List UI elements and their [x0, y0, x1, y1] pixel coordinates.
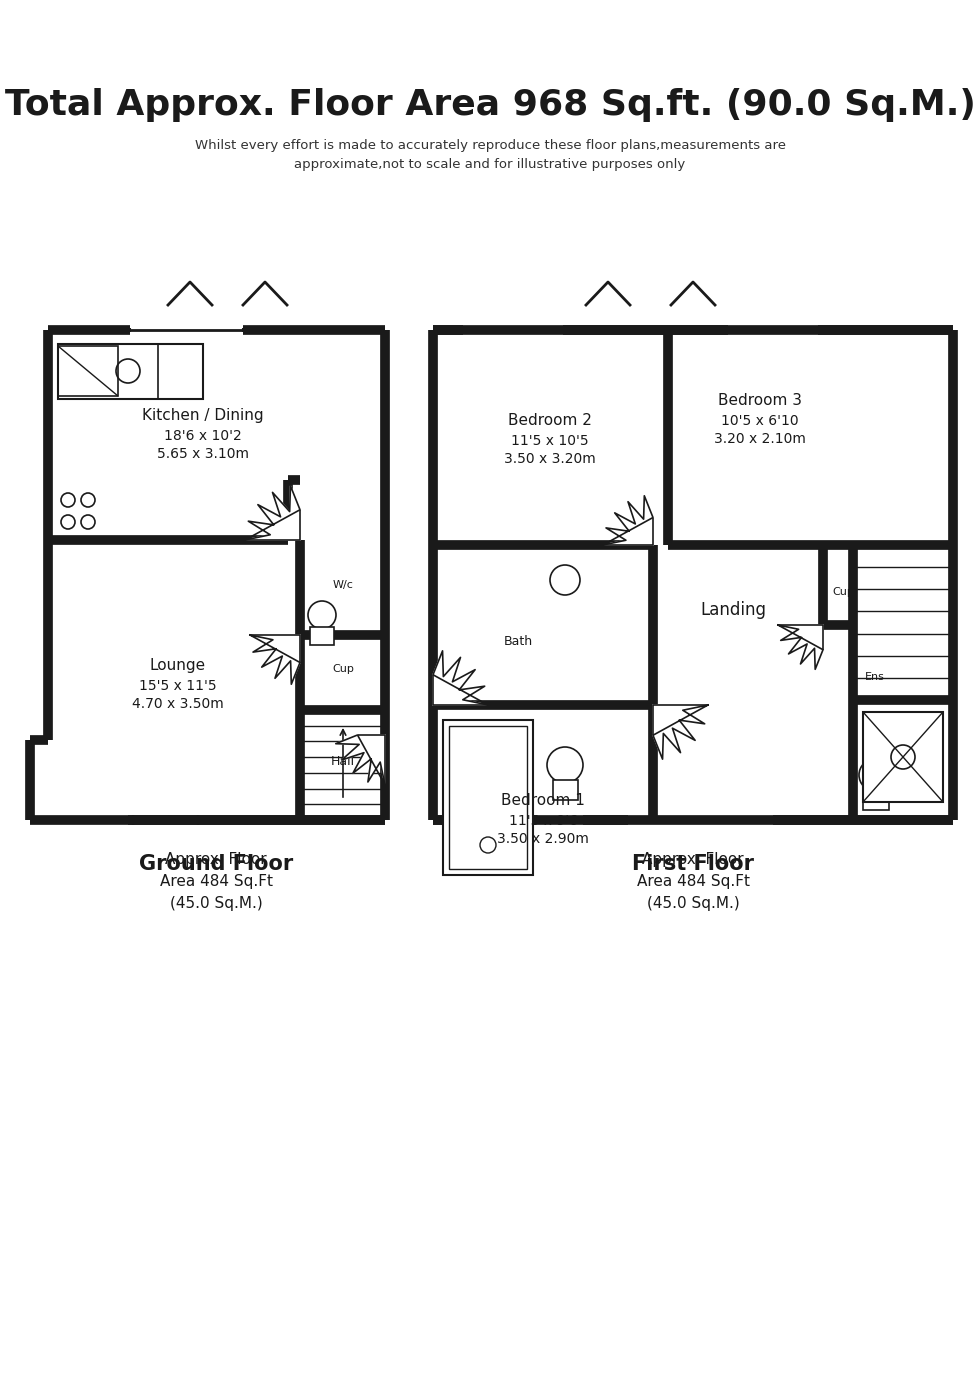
Text: Approx. Floor
Area 484 Sq.Ft
(45.0 Sq.M.): Approx. Floor Area 484 Sq.Ft (45.0 Sq.M.…	[160, 851, 272, 911]
Text: 4.70 x 3.50m: 4.70 x 3.50m	[132, 697, 223, 711]
Text: 3.50 x 3.20m: 3.50 x 3.20m	[504, 452, 596, 466]
Polygon shape	[603, 496, 653, 545]
Bar	[310, 626, 334, 644]
Text: Landing: Landing	[700, 602, 766, 620]
Text: Whilst every effort is made to accurately reproduce these floor plans,measuremen: Whilst every effort is made to accuratel…	[194, 139, 786, 170]
Text: Hall: Hall	[331, 755, 355, 768]
Text: 3.20 x 2.10m: 3.20 x 2.10m	[714, 432, 806, 446]
Polygon shape	[778, 625, 823, 669]
Bar	[443, 719, 533, 875]
Polygon shape	[336, 735, 385, 784]
Text: 18'6 x 10'2: 18'6 x 10'2	[164, 430, 242, 444]
Text: 15'5 x 11'5: 15'5 x 11'5	[139, 679, 217, 693]
Text: Approx. Floor
Area 484 Sq.Ft
(45.0 Sq.M.): Approx. Floor Area 484 Sq.Ft (45.0 Sq.M.…	[636, 851, 750, 911]
Bar	[58, 344, 203, 399]
Text: Bedroom 3: Bedroom 3	[718, 394, 802, 407]
Text: W/c: W/c	[332, 579, 354, 590]
Text: Lounge: Lounge	[150, 658, 206, 674]
Polygon shape	[250, 635, 300, 685]
Text: First Floor: First Floor	[632, 854, 754, 875]
Text: Ground Floor: Ground Floor	[139, 854, 293, 875]
Polygon shape	[653, 705, 708, 760]
Text: 11'5 x 10'5: 11'5 x 10'5	[512, 434, 589, 448]
Text: 10'5 x 6'10: 10'5 x 6'10	[721, 414, 799, 428]
Bar	[449, 726, 527, 869]
Text: Cup: Cup	[832, 588, 854, 597]
Text: Ens: Ens	[865, 672, 885, 682]
Text: 5.65 x 3.10m: 5.65 x 3.10m	[157, 448, 249, 462]
Bar	[863, 712, 943, 802]
Text: Total Approx. Floor Area 968 Sq.ft. (90.0 Sq.M.): Total Approx. Floor Area 968 Sq.ft. (90.…	[5, 87, 975, 122]
Text: Bath: Bath	[504, 635, 532, 649]
Text: Bedroom 2: Bedroom 2	[508, 413, 592, 428]
Bar	[58, 344, 158, 399]
Text: 11'5 x 9'6: 11'5 x 9'6	[509, 814, 577, 827]
Bar	[58, 346, 118, 396]
Text: 3.50 x 2.90m: 3.50 x 2.90m	[497, 832, 589, 845]
Bar	[553, 780, 578, 800]
Text: Cup: Cup	[332, 664, 354, 674]
Polygon shape	[245, 486, 300, 541]
Bar	[863, 791, 889, 809]
Text: Kitchen / Dining: Kitchen / Dining	[142, 407, 264, 423]
Text: Bedroom 1: Bedroom 1	[501, 793, 585, 808]
Polygon shape	[433, 651, 488, 705]
